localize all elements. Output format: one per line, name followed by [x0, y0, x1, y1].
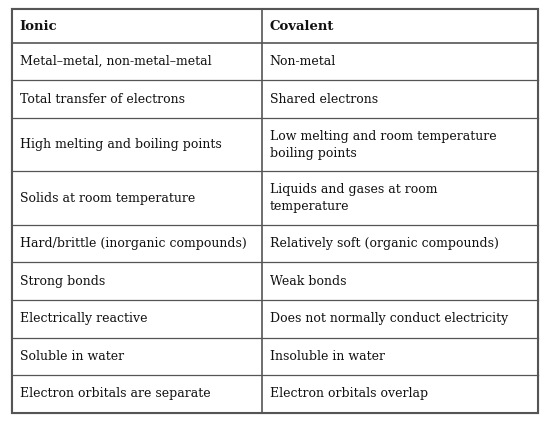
Bar	[12, 118, 262, 171]
Bar	[262, 375, 538, 413]
Bar	[262, 81, 538, 118]
Bar	[262, 118, 538, 171]
Bar	[12, 81, 262, 118]
Text: Electron orbitals overlap: Electron orbitals overlap	[270, 387, 428, 400]
Text: Weak bonds: Weak bonds	[270, 275, 346, 288]
Text: Electron orbitals are separate: Electron orbitals are separate	[20, 387, 211, 400]
Bar	[262, 171, 538, 225]
Text: Insoluble in water: Insoluble in water	[270, 350, 384, 363]
Text: Shared electrons: Shared electrons	[270, 93, 378, 106]
Bar	[262, 338, 538, 375]
Bar	[262, 225, 538, 262]
Text: Does not normally conduct electricity: Does not normally conduct electricity	[270, 312, 508, 325]
Bar	[12, 300, 262, 338]
Text: Soluble in water: Soluble in water	[20, 350, 124, 363]
Bar	[262, 300, 538, 338]
Text: Metal–metal, non-metal–metal: Metal–metal, non-metal–metal	[20, 55, 211, 68]
Bar	[262, 262, 538, 300]
Bar	[12, 375, 262, 413]
Bar	[12, 225, 262, 262]
Text: Non-metal: Non-metal	[270, 55, 336, 68]
Text: High melting and boiling points: High melting and boiling points	[20, 138, 222, 151]
Bar	[262, 9, 538, 43]
Text: Hard/brittle (inorganic compounds): Hard/brittle (inorganic compounds)	[20, 237, 246, 250]
Text: Total transfer of electrons: Total transfer of electrons	[20, 93, 185, 106]
Text: Strong bonds: Strong bonds	[20, 275, 105, 288]
Text: Relatively soft (organic compounds): Relatively soft (organic compounds)	[270, 237, 498, 250]
Text: Low melting and room temperature
boiling points: Low melting and room temperature boiling…	[270, 130, 496, 160]
Text: Liquids and gases at room
temperature: Liquids and gases at room temperature	[270, 184, 437, 213]
Bar	[262, 43, 538, 81]
Text: Solids at room temperature: Solids at room temperature	[20, 192, 195, 205]
Bar	[12, 262, 262, 300]
Bar	[12, 9, 262, 43]
Text: Covalent: Covalent	[270, 19, 334, 32]
Bar	[12, 338, 262, 375]
Bar	[12, 171, 262, 225]
Text: Electrically reactive: Electrically reactive	[20, 312, 147, 325]
Bar	[12, 43, 262, 81]
Text: Ionic: Ionic	[20, 19, 57, 32]
